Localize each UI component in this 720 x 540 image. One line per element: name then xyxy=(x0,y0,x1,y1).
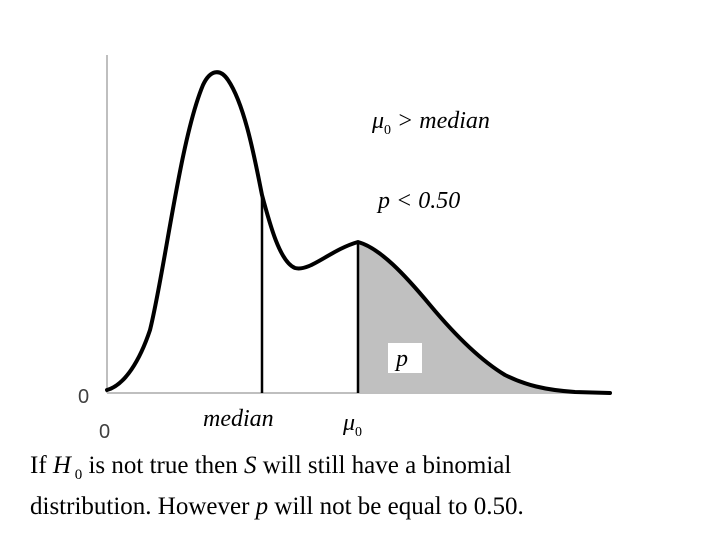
caption-text-part: will still have a binomial xyxy=(256,452,512,479)
density-curve xyxy=(105,70,612,395)
caption-text-part: If xyxy=(30,452,53,479)
x-axis-zero-label: 0 xyxy=(99,421,110,443)
mu-subscript: 0 xyxy=(384,123,391,138)
caption-line-2: distribution. However p will not be equa… xyxy=(30,491,710,522)
median-axis-label: median xyxy=(203,406,274,432)
caption-text-part: distribution. However xyxy=(30,493,256,520)
s-symbol: S xyxy=(244,452,257,479)
caption-text: If H 0 is not true then S will still hav… xyxy=(30,450,710,522)
mu-axis-symbol: μ xyxy=(342,410,355,436)
mu-symbol: μ xyxy=(371,108,384,134)
mu0-greater-than-median-label: μ0 > median xyxy=(371,108,490,138)
greater-than-median-text: > median xyxy=(391,108,490,134)
shaded-area-p-label: p xyxy=(394,346,408,372)
y-axis-zero-label: 0 xyxy=(78,386,89,408)
p-condition-label: p < 0.50 xyxy=(376,188,460,214)
caption-line-1: If H 0 is not true then S will still hav… xyxy=(30,450,710,491)
p-label-box xyxy=(388,343,422,373)
caption-text-part: is not true then xyxy=(82,452,244,479)
caption-text-part: will not be equal to 0.50. xyxy=(268,493,524,520)
h-symbol: H xyxy=(52,452,71,479)
mu-axis-subscript: 0 xyxy=(355,425,362,440)
p-symbol: p xyxy=(255,493,269,520)
h-subscript: 0 xyxy=(70,467,83,483)
mu0-axis-label: μ0 xyxy=(342,410,362,440)
